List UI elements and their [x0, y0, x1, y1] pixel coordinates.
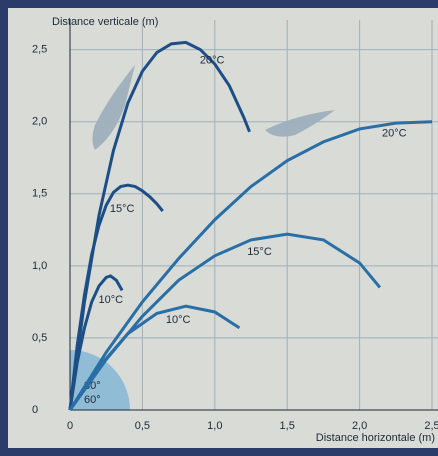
x-axis-title: Distance horizontale (m) [316, 432, 435, 444]
curve-label: 20°C [200, 54, 225, 66]
curve-label: 15°C [247, 246, 272, 258]
x-tick-label: 2,0 [352, 420, 367, 432]
x-tick-label: 2,5 [424, 420, 438, 432]
curve-label: 10°C [166, 314, 191, 326]
y-tick-label: 1,0 [32, 260, 47, 272]
y-tick-label: 2,0 [32, 116, 47, 128]
page: Distance verticale (m) Distance horizont… [0, 0, 438, 456]
x-tick-label: 0 [67, 420, 73, 432]
curve-label: 15°C [110, 203, 135, 215]
y-tick-label: 1,5 [32, 188, 47, 200]
curve-label: 10°C [99, 294, 124, 306]
x-tick-label: 1,5 [280, 420, 295, 432]
y-tick-label: 0,5 [32, 332, 47, 344]
angle-label: 60° [84, 394, 101, 406]
curve-label: 20°C [382, 128, 407, 140]
chart: Distance verticale (m) Distance horizont… [0, 0, 438, 456]
y-tick-label: 0 [32, 404, 38, 416]
x-tick-label: 1,0 [207, 420, 222, 432]
y-tick-label: 2,5 [32, 44, 47, 56]
x-tick-label: 0,5 [135, 420, 150, 432]
